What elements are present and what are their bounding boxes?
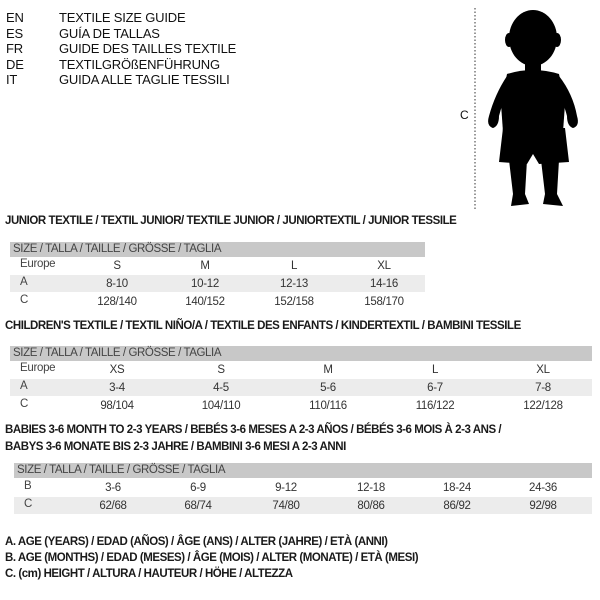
table-cell: L bbox=[290, 260, 298, 272]
table-cell: 24-36 bbox=[529, 482, 557, 494]
table-cell: 3-6 bbox=[105, 482, 121, 494]
table-cell: 12-18 bbox=[357, 482, 385, 494]
table-cell: 74/80 bbox=[272, 500, 300, 512]
table-cell: 158/170 bbox=[364, 296, 404, 308]
babies-title-line2: BABYS 3-6 MONATE BIS 2-3 JAHRE / BAMBINI… bbox=[5, 441, 346, 453]
legend-c: C. (cm) HEIGHT / ALTURA / HAUTEUR / HÖHE… bbox=[5, 568, 293, 580]
row-label: Europe bbox=[20, 362, 56, 374]
row-label: C bbox=[24, 498, 33, 510]
table-cell: 10-12 bbox=[191, 278, 219, 290]
legend-a: A. AGE (YEARS) / EDAD (AÑOS) / ÂGE (ANS)… bbox=[5, 536, 388, 548]
babies-title-line1: BABIES 3-6 MONTH TO 2-3 YEARS / BEBÉS 3-… bbox=[5, 424, 502, 436]
table-cell: S bbox=[113, 260, 121, 272]
size-header-label: SIZE / TALLA / TAILLE / GRÖSSE / TAGLIA bbox=[13, 243, 222, 255]
child-silhouette-icon bbox=[474, 8, 578, 210]
children-title: CHILDREN'S TEXTILE / TEXTIL NIÑO/A / TEX… bbox=[5, 320, 521, 332]
row-stripe bbox=[10, 379, 592, 396]
table-cell: 6-7 bbox=[427, 382, 443, 394]
table-cell: M bbox=[323, 364, 333, 376]
size-header-label: SIZE / TALLA / TAILLE / GRÖSSE / TAGLIA bbox=[17, 464, 226, 476]
row-label: B bbox=[24, 480, 32, 492]
table-cell: 86/92 bbox=[443, 500, 471, 512]
row-label: C bbox=[20, 294, 29, 306]
table-cell: XS bbox=[109, 364, 125, 376]
table-cell: 62/68 bbox=[99, 500, 127, 512]
legend-b: B. AGE (MONTHS) / EDAD (MESES) / ÂGE (MO… bbox=[5, 552, 419, 564]
row-stripe bbox=[14, 497, 592, 514]
table-cell: 12-13 bbox=[280, 278, 308, 290]
language-title: TEXTILE SIZE GUIDE bbox=[59, 10, 186, 25]
language-code: EN bbox=[6, 10, 24, 25]
language-title: GUÍA DE TALLAS bbox=[59, 25, 160, 41]
table-cell: 110/116 bbox=[309, 400, 347, 412]
table-cell: 7-8 bbox=[535, 382, 551, 394]
table-cell: 122/128 bbox=[523, 400, 563, 412]
table-cell: 104/110 bbox=[201, 400, 241, 412]
row-label: A bbox=[20, 276, 28, 288]
table-cell: XL bbox=[377, 260, 391, 272]
table-cell: S bbox=[217, 364, 225, 376]
language-code: FR bbox=[6, 41, 23, 56]
table-cell: 18-24 bbox=[443, 482, 471, 494]
table-cell: 3-4 bbox=[109, 382, 125, 394]
row-label: A bbox=[20, 380, 28, 392]
junior-title: JUNIOR TEXTILE / TEXTIL JUNIOR/ TEXTILE … bbox=[5, 215, 457, 227]
height-marker-label: C bbox=[460, 108, 469, 122]
language-title: GUIDE DES TAILLES TEXTILE bbox=[59, 41, 237, 56]
table-cell: 98/104 bbox=[100, 400, 134, 412]
children-size-header: SIZE / TALLA / TAILLE / GRÖSSE / TAGLIA bbox=[10, 346, 592, 361]
table-cell: 128/140 bbox=[97, 296, 137, 308]
table-cell: 4-5 bbox=[213, 382, 229, 394]
language-code: ES bbox=[6, 25, 23, 41]
language-title: GUIDA ALLE TAGLIE TESSILI bbox=[59, 72, 230, 87]
row-label: C bbox=[20, 398, 29, 410]
language-code: DE bbox=[6, 56, 24, 72]
table-cell: 9-12 bbox=[275, 482, 297, 494]
table-cell: 68/74 bbox=[184, 500, 212, 512]
table-cell: 14-16 bbox=[370, 278, 398, 290]
table-cell: 140/152 bbox=[185, 296, 225, 308]
row-stripe bbox=[10, 275, 425, 292]
table-cell: 5-6 bbox=[320, 382, 336, 394]
table-cell: 152/158 bbox=[274, 296, 314, 308]
table-cell: 8-10 bbox=[106, 278, 128, 290]
row-label: Europe bbox=[20, 258, 56, 270]
size-header-label: SIZE / TALLA / TAILLE / GRÖSSE / TAGLIA bbox=[13, 347, 222, 359]
junior-size-header: SIZE / TALLA / TAILLE / GRÖSSE / TAGLIA bbox=[10, 242, 425, 257]
language-code: IT bbox=[6, 72, 18, 87]
table-cell: L bbox=[431, 364, 439, 376]
table-cell: 6-9 bbox=[190, 482, 206, 494]
table-cell: XL bbox=[536, 364, 550, 376]
table-cell: M bbox=[200, 260, 210, 272]
table-cell: 92/98 bbox=[529, 500, 557, 512]
table-cell: 80/86 bbox=[357, 500, 385, 512]
language-title: TEXTILGRÖßENFÜHRUNG bbox=[59, 56, 220, 72]
table-cell: 116/122 bbox=[415, 400, 455, 412]
babies-size-header: SIZE / TALLA / TAILLE / GRÖSSE / TAGLIA bbox=[14, 463, 592, 478]
